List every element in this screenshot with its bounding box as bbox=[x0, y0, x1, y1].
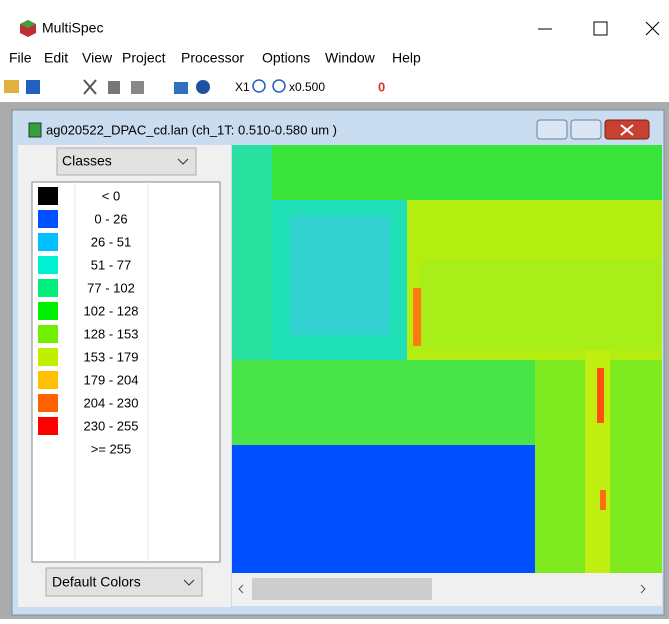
class-dropdown-text: Classes bbox=[62, 153, 112, 169]
legend-label: 102 - 128 bbox=[84, 303, 139, 318]
app-title: MultiSpec bbox=[42, 20, 103, 36]
copy-icon[interactable] bbox=[108, 81, 120, 94]
menu-bar: File Edit View Project Processor Options Windo… bbox=[9, 50, 421, 66]
legend-label: >= 255 bbox=[91, 441, 132, 456]
menu-item[interactable]: Processor bbox=[181, 50, 244, 66]
legend-label: 128 - 153 bbox=[84, 326, 139, 341]
legend-label: 153 - 179 bbox=[84, 349, 139, 364]
legend-label: 0 - 26 bbox=[94, 211, 127, 226]
scroll-thumb[interactable] bbox=[252, 578, 432, 600]
screen: MultiSpec File Edit View Project Processor Op… bbox=[0, 0, 669, 619]
legend-label: 179 - 204 bbox=[84, 372, 139, 387]
toolbar bbox=[0, 74, 669, 102]
document-icon bbox=[29, 123, 41, 137]
document-title: ag020522_DPAC_cd.lan (ch_1T: 0.510-0.580… bbox=[46, 122, 337, 137]
save-icon[interactable] bbox=[26, 80, 40, 94]
doc-restore[interactable] bbox=[571, 120, 601, 139]
legend-label: < 0 bbox=[102, 188, 120, 203]
legend-swatch bbox=[38, 325, 58, 343]
legend-label: 51 - 77 bbox=[91, 257, 131, 272]
menu-item[interactable]: File bbox=[9, 50, 32, 66]
menu-item[interactable]: View bbox=[82, 50, 113, 66]
image-view bbox=[232, 145, 662, 573]
legend-swatch bbox=[38, 394, 58, 412]
zoom-one-button[interactable]: X1 bbox=[235, 80, 250, 94]
open-icon[interactable] bbox=[4, 80, 19, 93]
legend-label: 77 - 102 bbox=[87, 280, 135, 295]
legend-swatch bbox=[38, 256, 58, 274]
menu-item[interactable]: Help bbox=[392, 50, 421, 66]
overlay-button[interactable]: 0 bbox=[378, 79, 385, 94]
print-icon[interactable] bbox=[174, 82, 188, 94]
palette-dropdown-text: Default Colors bbox=[52, 574, 141, 590]
page: MultiSpec File Edit View Project Processor Op… bbox=[0, 0, 669, 619]
menu-item[interactable]: Options bbox=[262, 50, 310, 66]
legend-swatch bbox=[38, 233, 58, 251]
legend-swatch bbox=[38, 210, 58, 228]
info-icon[interactable] bbox=[196, 80, 210, 94]
menu-item[interactable]: Window bbox=[325, 50, 376, 66]
legend-label: 26 - 51 bbox=[91, 234, 131, 249]
paste-icon[interactable] bbox=[131, 81, 144, 94]
menu-item[interactable]: Project bbox=[122, 50, 166, 66]
legend-label: 230 - 255 bbox=[84, 418, 139, 433]
legend-swatch bbox=[38, 371, 58, 389]
legend-swatch bbox=[38, 348, 58, 366]
zoom-value: x0.500 bbox=[289, 80, 325, 94]
legend-swatch bbox=[38, 187, 58, 205]
doc-minimize[interactable] bbox=[537, 120, 567, 139]
legend-swatch bbox=[38, 279, 58, 297]
legend-swatch bbox=[38, 302, 58, 320]
menu-item[interactable]: Edit bbox=[44, 50, 68, 66]
legend-swatch bbox=[38, 417, 58, 435]
legend-label: 204 - 230 bbox=[84, 395, 139, 410]
